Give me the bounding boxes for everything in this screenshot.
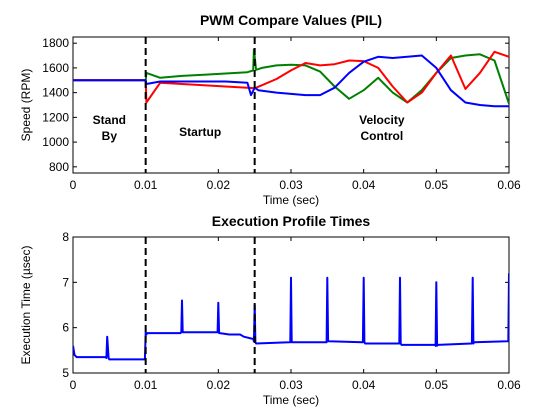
x-tick-label: 0.02 <box>207 378 231 392</box>
x-tick-label: 0.02 <box>207 178 231 192</box>
series-group <box>73 273 509 361</box>
chart-title: Execution Profile Times <box>212 213 371 229</box>
x-tick-label: 0.05 <box>425 178 449 192</box>
x-tick-label: 0.03 <box>279 178 303 192</box>
speed-chart: PWM Compare Values (PIL) 0 0.01 0.02 0.03 0.0… <box>19 12 521 207</box>
y-tick-label: 800 <box>49 160 69 174</box>
y-tick-label: 6 <box>62 321 69 335</box>
series-line-blue <box>73 54 509 108</box>
x-tick-label: 0.06 <box>497 378 521 392</box>
chart-title: PWM Compare Values (PIL) <box>200 12 382 28</box>
y-axis-label: Execution Time (µsec) <box>19 246 33 365</box>
x-axis-label: Time (sec) <box>263 193 319 207</box>
x-tick-label: 0.01 <box>134 178 158 192</box>
y-tick-label: 1600 <box>42 61 69 75</box>
y-axis-label: Speed (RPM) <box>19 69 33 142</box>
x-tick-label: 0.03 <box>279 378 303 392</box>
phase-annotation: Control <box>361 129 404 143</box>
x-axis-label: Time (sec) <box>263 393 319 407</box>
execution-time-chart: Execution Profile Times 0 0.01 0.02 0.03 0.04… <box>19 213 521 407</box>
plot-area <box>72 36 510 174</box>
x-tick-label: 0.01 <box>134 378 158 392</box>
series-line-red <box>73 50 509 104</box>
y-tick-label: 5 <box>62 366 69 380</box>
phase-annotation: Startup <box>179 125 221 139</box>
y-tick-label: 1000 <box>42 135 69 149</box>
y-tick-label: 7 <box>62 275 69 289</box>
y-tick-label: 1400 <box>42 86 69 100</box>
x-tick-label: 0.05 <box>425 378 449 392</box>
y-tick-label: 1200 <box>42 110 69 124</box>
x-tick-label: 0 <box>70 178 77 192</box>
series-line-blue <box>73 273 509 361</box>
x-tick-label: 0.06 <box>497 178 521 192</box>
y-tick-label: 8 <box>62 230 69 244</box>
series-group <box>73 48 509 108</box>
phase-annotation: Velocity <box>359 113 405 127</box>
x-tick-label: 0.04 <box>352 378 376 392</box>
y-tick-label: 1800 <box>42 36 69 50</box>
phase-annotation: Stand <box>93 113 126 127</box>
phase-annotation: By <box>102 129 118 143</box>
x-tick-label: 0.04 <box>352 178 376 192</box>
x-tick-label: 0 <box>70 378 77 392</box>
